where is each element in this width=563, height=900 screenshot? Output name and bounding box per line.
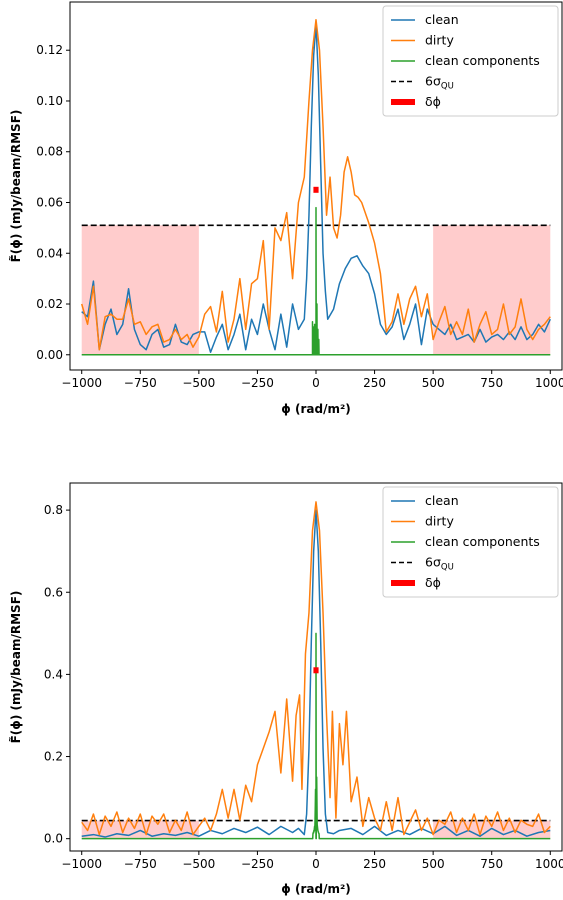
legend-label: dirty bbox=[425, 514, 454, 529]
x-tick-label: 500 bbox=[422, 376, 445, 390]
x-tick-label: −250 bbox=[241, 857, 274, 871]
x-tick-label: −750 bbox=[124, 857, 157, 871]
series-clean-components bbox=[81, 206, 551, 356]
plot-area bbox=[80, 19, 551, 356]
x-tick-label: 250 bbox=[363, 376, 386, 390]
chart-panel-2: −1000 −750 −500 −250 0 250 500 750 1000 0.0 0.2 0.4… bbox=[9, 482, 563, 896]
y-tick-label: 0.10 bbox=[36, 94, 63, 108]
x-tick-label: 250 bbox=[363, 857, 386, 871]
x-axis-label: ϕ (rad/m²) bbox=[281, 882, 350, 896]
y-tick-label: 0.0 bbox=[44, 832, 63, 846]
y-tick-label: 0.04 bbox=[36, 246, 63, 260]
legend-label: dirty bbox=[425, 33, 454, 48]
legend-label: δϕ bbox=[425, 94, 441, 109]
legend-subscript: QU bbox=[441, 563, 454, 573]
plot-area bbox=[81, 501, 551, 840]
series-dirty bbox=[81, 501, 551, 836]
x-tick-label: 500 bbox=[422, 857, 445, 871]
legend-box bbox=[382, 486, 559, 598]
x-tick-label: 0 bbox=[312, 376, 320, 390]
y-tick-label: 0.2 bbox=[44, 750, 63, 764]
series-clean bbox=[81, 509, 551, 838]
y-tick-label: 0.8 bbox=[44, 503, 63, 517]
legend-box bbox=[382, 5, 559, 117]
legend-subscript: QU bbox=[441, 82, 454, 92]
legend-label: clean components bbox=[425, 534, 540, 549]
shaded-region bbox=[81, 225, 199, 355]
series-clean-components bbox=[81, 632, 551, 840]
y-tick-label: 0.08 bbox=[36, 145, 63, 159]
y-tick-label: 0.00 bbox=[36, 348, 63, 362]
x-tick-label: −1000 bbox=[61, 857, 102, 871]
y-tick-label: 0.6 bbox=[44, 585, 63, 599]
shaded-region bbox=[433, 820, 551, 839]
y-tick-label: 0.4 bbox=[44, 667, 63, 681]
y-axis-label: F̃(ϕ) (mJy/beam/RMSF) bbox=[9, 591, 23, 744]
x-tick-label: 750 bbox=[480, 376, 503, 390]
x-tick-label: −750 bbox=[124, 376, 157, 390]
x-tick-label: 1000 bbox=[535, 376, 563, 390]
y-axis-label: F̃(ϕ) (mJy/beam/RMSF) bbox=[9, 110, 23, 263]
series-dirty bbox=[80, 19, 551, 351]
legend-label: δϕ bbox=[425, 575, 441, 590]
chart-panel-1: −1000 −750 −500 −250 0 250 500 750 1000 0.00 0.02 0… bbox=[9, 1, 563, 416]
x-tick-label: −500 bbox=[182, 857, 215, 871]
x-tick-label: 1000 bbox=[535, 857, 563, 871]
legend-label: clean bbox=[425, 493, 459, 508]
x-tick-label: −500 bbox=[182, 376, 215, 390]
y-tick-label: 0.02 bbox=[36, 297, 63, 311]
x-tick-label: −1000 bbox=[61, 376, 102, 390]
x-axis-label: ϕ (rad/m²) bbox=[281, 402, 350, 416]
y-tick-label: 0.06 bbox=[36, 195, 63, 209]
legend-label: clean components bbox=[425, 53, 540, 68]
x-tick-label: 0 bbox=[312, 857, 320, 871]
x-tick-label: −250 bbox=[241, 376, 274, 390]
x-tick-label: 750 bbox=[480, 857, 503, 871]
legend-label: clean bbox=[425, 12, 459, 27]
y-tick-label: 0.12 bbox=[36, 43, 63, 57]
